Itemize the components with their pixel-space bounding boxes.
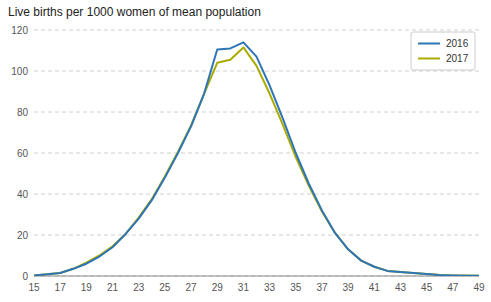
grid-line [34, 194, 479, 195]
x-axis-line [34, 276, 479, 277]
grid-line [34, 30, 479, 31]
y-tick-label: 0 [22, 271, 28, 282]
legend-label: 2017 [446, 53, 469, 64]
y-tick-label: 60 [17, 148, 29, 159]
y-tick-label: 100 [11, 66, 28, 77]
x-tick-label: 41 [369, 282, 381, 293]
grid-line [34, 276, 479, 277]
x-tick-label: 25 [159, 282, 171, 293]
y-tick-label: 80 [17, 107, 29, 118]
legend-box [411, 32, 475, 70]
x-tick-label: 33 [264, 282, 276, 293]
y-tick-label: 40 [17, 189, 29, 200]
x-tick-label: 39 [343, 282, 355, 293]
x-tick-label: 31 [238, 282, 250, 293]
legend-swatch [418, 58, 440, 60]
legend-label: 2016 [446, 38, 469, 49]
title: Live births per 1000 women of mean popul… [8, 5, 261, 19]
x-tick-label: 43 [395, 282, 407, 293]
legend-swatch [418, 43, 440, 45]
x-tick-label: 21 [107, 282, 119, 293]
x-tick-label: 29 [212, 282, 224, 293]
grid-line [34, 71, 479, 72]
x-tick-label: 45 [421, 282, 433, 293]
y-tick-label: 120 [11, 25, 28, 36]
x-tick-label: 15 [28, 282, 40, 293]
legend: 2016 2017 [411, 32, 475, 70]
x-tick-label: 47 [447, 282, 459, 293]
x-tick-label: 35 [290, 282, 302, 293]
chart: Live births per 1000 women of mean popul… [0, 0, 491, 302]
x-tick-label: 49 [473, 282, 485, 293]
x-tick-label: 17 [55, 282, 67, 293]
x-tick-label: 23 [133, 282, 145, 293]
grid-line [34, 235, 479, 236]
y-grid [34, 30, 479, 276]
lines [34, 42, 479, 275]
x-tick-label: 19 [81, 282, 93, 293]
y-tick-label: 20 [17, 230, 29, 241]
grid-line [34, 153, 479, 154]
series-line [34, 47, 479, 275]
series-line [34, 42, 479, 275]
x-tick-label: 37 [316, 282, 328, 293]
grid-line [34, 112, 479, 113]
x-tick-label: 27 [185, 282, 197, 293]
